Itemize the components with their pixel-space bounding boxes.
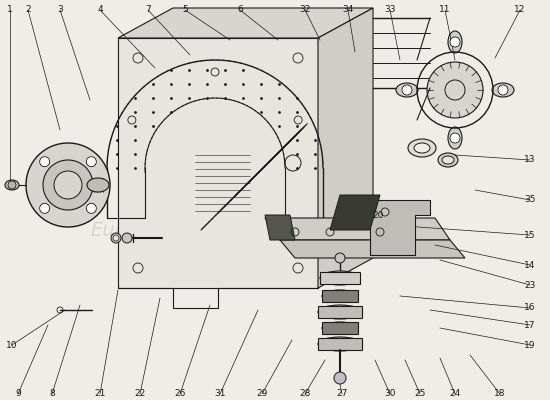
Text: 27: 27: [336, 390, 348, 398]
Polygon shape: [265, 215, 295, 240]
Text: 31: 31: [214, 390, 225, 398]
Circle shape: [334, 372, 346, 384]
Ellipse shape: [318, 337, 362, 351]
Circle shape: [381, 208, 389, 216]
Bar: [318, 306, 362, 318]
Circle shape: [498, 85, 508, 95]
Text: Eurospares: Eurospares: [90, 220, 200, 240]
Circle shape: [86, 203, 96, 213]
Text: 14: 14: [524, 260, 536, 270]
Ellipse shape: [322, 322, 358, 334]
Ellipse shape: [322, 290, 358, 302]
Circle shape: [122, 233, 132, 243]
Text: 22: 22: [134, 390, 146, 398]
Ellipse shape: [492, 83, 514, 97]
Polygon shape: [265, 218, 450, 240]
Circle shape: [43, 160, 93, 210]
Text: 7: 7: [145, 6, 151, 14]
Text: 24: 24: [449, 390, 461, 398]
Text: 19: 19: [524, 340, 536, 350]
Text: 9: 9: [15, 390, 21, 398]
Ellipse shape: [5, 180, 19, 190]
Circle shape: [26, 143, 110, 227]
Text: 33: 33: [384, 6, 396, 14]
Text: 17: 17: [524, 320, 536, 330]
Text: 29: 29: [256, 390, 268, 398]
Ellipse shape: [438, 153, 458, 167]
Text: 10: 10: [6, 340, 18, 350]
Text: 28: 28: [299, 390, 311, 398]
Bar: [322, 290, 358, 302]
Circle shape: [402, 85, 412, 95]
Circle shape: [111, 233, 121, 243]
Text: 13: 13: [524, 156, 536, 164]
Polygon shape: [118, 38, 318, 288]
Ellipse shape: [448, 127, 462, 149]
Ellipse shape: [87, 178, 109, 192]
Ellipse shape: [414, 143, 430, 153]
Text: eurospares: eurospares: [316, 230, 425, 250]
Polygon shape: [370, 200, 430, 255]
Text: 26: 26: [174, 390, 186, 398]
Bar: [322, 322, 358, 334]
Text: 15: 15: [524, 230, 536, 240]
Text: 16: 16: [524, 304, 536, 312]
Text: 34: 34: [342, 6, 354, 14]
Text: 6: 6: [237, 6, 243, 14]
Circle shape: [335, 253, 345, 263]
Ellipse shape: [318, 305, 362, 319]
Ellipse shape: [442, 156, 454, 164]
Circle shape: [450, 37, 460, 47]
Polygon shape: [280, 240, 465, 258]
Text: 20: 20: [372, 210, 384, 220]
Polygon shape: [118, 8, 373, 38]
Text: 8: 8: [49, 390, 55, 398]
Circle shape: [40, 157, 49, 167]
Bar: [318, 338, 362, 350]
Text: 18: 18: [494, 390, 506, 398]
Text: 1: 1: [7, 6, 13, 14]
Text: 25: 25: [414, 390, 426, 398]
Text: 4: 4: [97, 6, 103, 14]
Circle shape: [450, 133, 460, 143]
Ellipse shape: [320, 271, 360, 285]
Text: 30: 30: [384, 390, 396, 398]
Text: 5: 5: [182, 6, 188, 14]
Text: 21: 21: [94, 390, 106, 398]
Circle shape: [54, 171, 82, 199]
Text: 3: 3: [57, 6, 63, 14]
Ellipse shape: [408, 139, 436, 157]
Text: 12: 12: [514, 6, 526, 14]
Circle shape: [427, 62, 483, 118]
Bar: [320, 272, 360, 284]
Polygon shape: [330, 195, 380, 230]
Text: 35: 35: [524, 196, 536, 204]
Text: 11: 11: [439, 6, 451, 14]
Circle shape: [8, 181, 16, 189]
Text: 23: 23: [524, 280, 536, 290]
Polygon shape: [318, 8, 373, 288]
Ellipse shape: [396, 83, 418, 97]
Text: 2: 2: [25, 6, 31, 14]
Ellipse shape: [448, 31, 462, 53]
Text: 32: 32: [299, 6, 311, 14]
Circle shape: [113, 235, 119, 241]
Circle shape: [86, 157, 96, 167]
Circle shape: [40, 203, 49, 213]
